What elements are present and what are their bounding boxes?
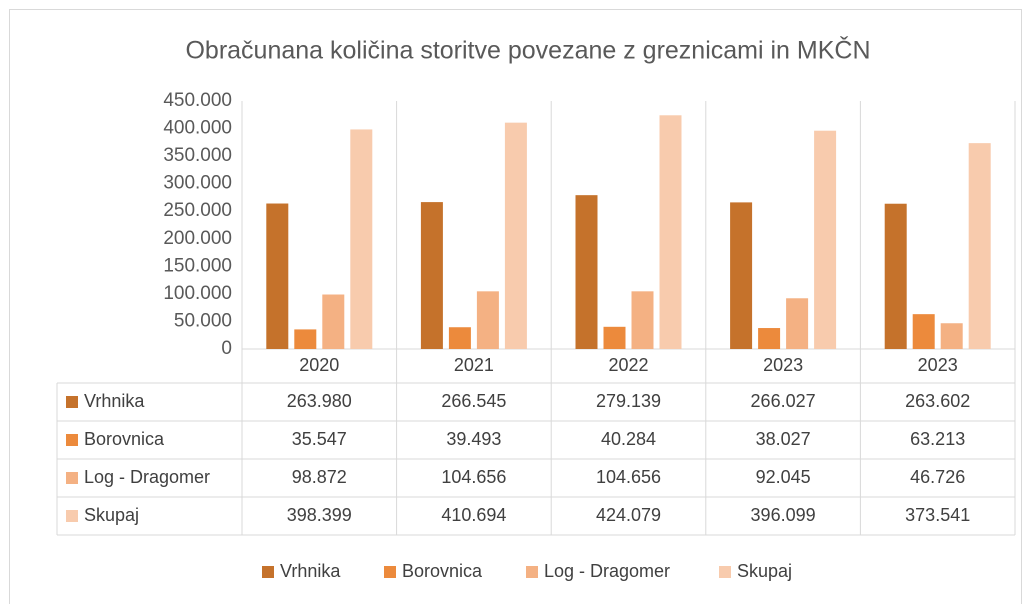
bar [940,323,963,349]
table-series-name: Skupaj [84,505,139,525]
table-value: 279.139 [596,391,661,411]
table-value: 263.980 [287,391,352,411]
bar [266,203,289,349]
table-value: 46.726 [910,467,965,487]
table-value: 39.493 [446,429,501,449]
y-tick-label: 0 [221,338,232,359]
bar [504,122,527,349]
bar [912,314,935,349]
bar [322,294,345,349]
table-value: 38.027 [756,429,811,449]
y-tick-label: 450.000 [163,90,232,111]
table-value: 63.213 [910,429,965,449]
bar [603,326,626,349]
table-series-name: Vrhnika [84,391,145,411]
y-tick-label: 400.000 [163,118,232,139]
bar [476,291,499,349]
y-tick-label: 100.000 [163,283,232,304]
bar [631,291,654,349]
table-legend-key [66,434,78,446]
y-tick-label: 200.000 [163,228,232,249]
bar [758,328,781,349]
x-tick-label: 2023 [763,355,803,375]
table-legend-key [66,472,78,484]
y-tick-label: 300.000 [163,173,232,194]
y-tick-label: 50.000 [174,310,232,331]
table-value: 263.602 [905,391,970,411]
table-value: 266.027 [751,391,816,411]
legend-label: Vrhnika [280,561,341,581]
table-legend-key [66,510,78,522]
x-tick-label: 2023 [918,355,958,375]
table-value: 104.656 [596,467,661,487]
y-tick-label: 250.000 [163,200,232,221]
legend-key [526,566,538,578]
table-value: 410.694 [441,505,506,525]
bar [294,329,317,349]
bar [730,202,753,349]
bar [420,202,443,349]
table-series-name: Log - Dragomer [84,467,210,487]
x-tick-label: 2020 [299,355,339,375]
x-tick-label: 2022 [608,355,648,375]
table-value: 104.656 [441,467,506,487]
bar [575,195,598,349]
legend-key [384,566,396,578]
table-value: 98.872 [292,467,347,487]
bar [814,130,837,349]
bar [448,327,471,349]
table-series-name: Borovnica [84,429,165,449]
table-value: 40.284 [601,429,656,449]
bar [786,298,809,349]
legend-label: Log - Dragomer [544,561,670,581]
legend-label: Borovnica [402,561,483,581]
table-value: 373.541 [905,505,970,525]
table-value: 396.099 [751,505,816,525]
y-tick-label: 150.000 [163,255,232,276]
bar [968,143,991,349]
table-value: 424.079 [596,505,661,525]
y-tick-label: 350.000 [163,145,232,166]
bar [659,115,682,349]
legend-key [262,566,274,578]
legend-label: Skupaj [737,561,792,581]
x-tick-label: 2021 [454,355,494,375]
table-value: 92.045 [756,467,811,487]
legend-key [719,566,731,578]
chart-title: Obračunana količina storitve povezane z … [185,36,870,65]
bar [350,129,373,349]
table-value: 35.547 [292,429,347,449]
table-value: 266.545 [441,391,506,411]
table-legend-key [66,396,78,408]
bar [884,203,907,349]
table-value: 398.399 [287,505,352,525]
